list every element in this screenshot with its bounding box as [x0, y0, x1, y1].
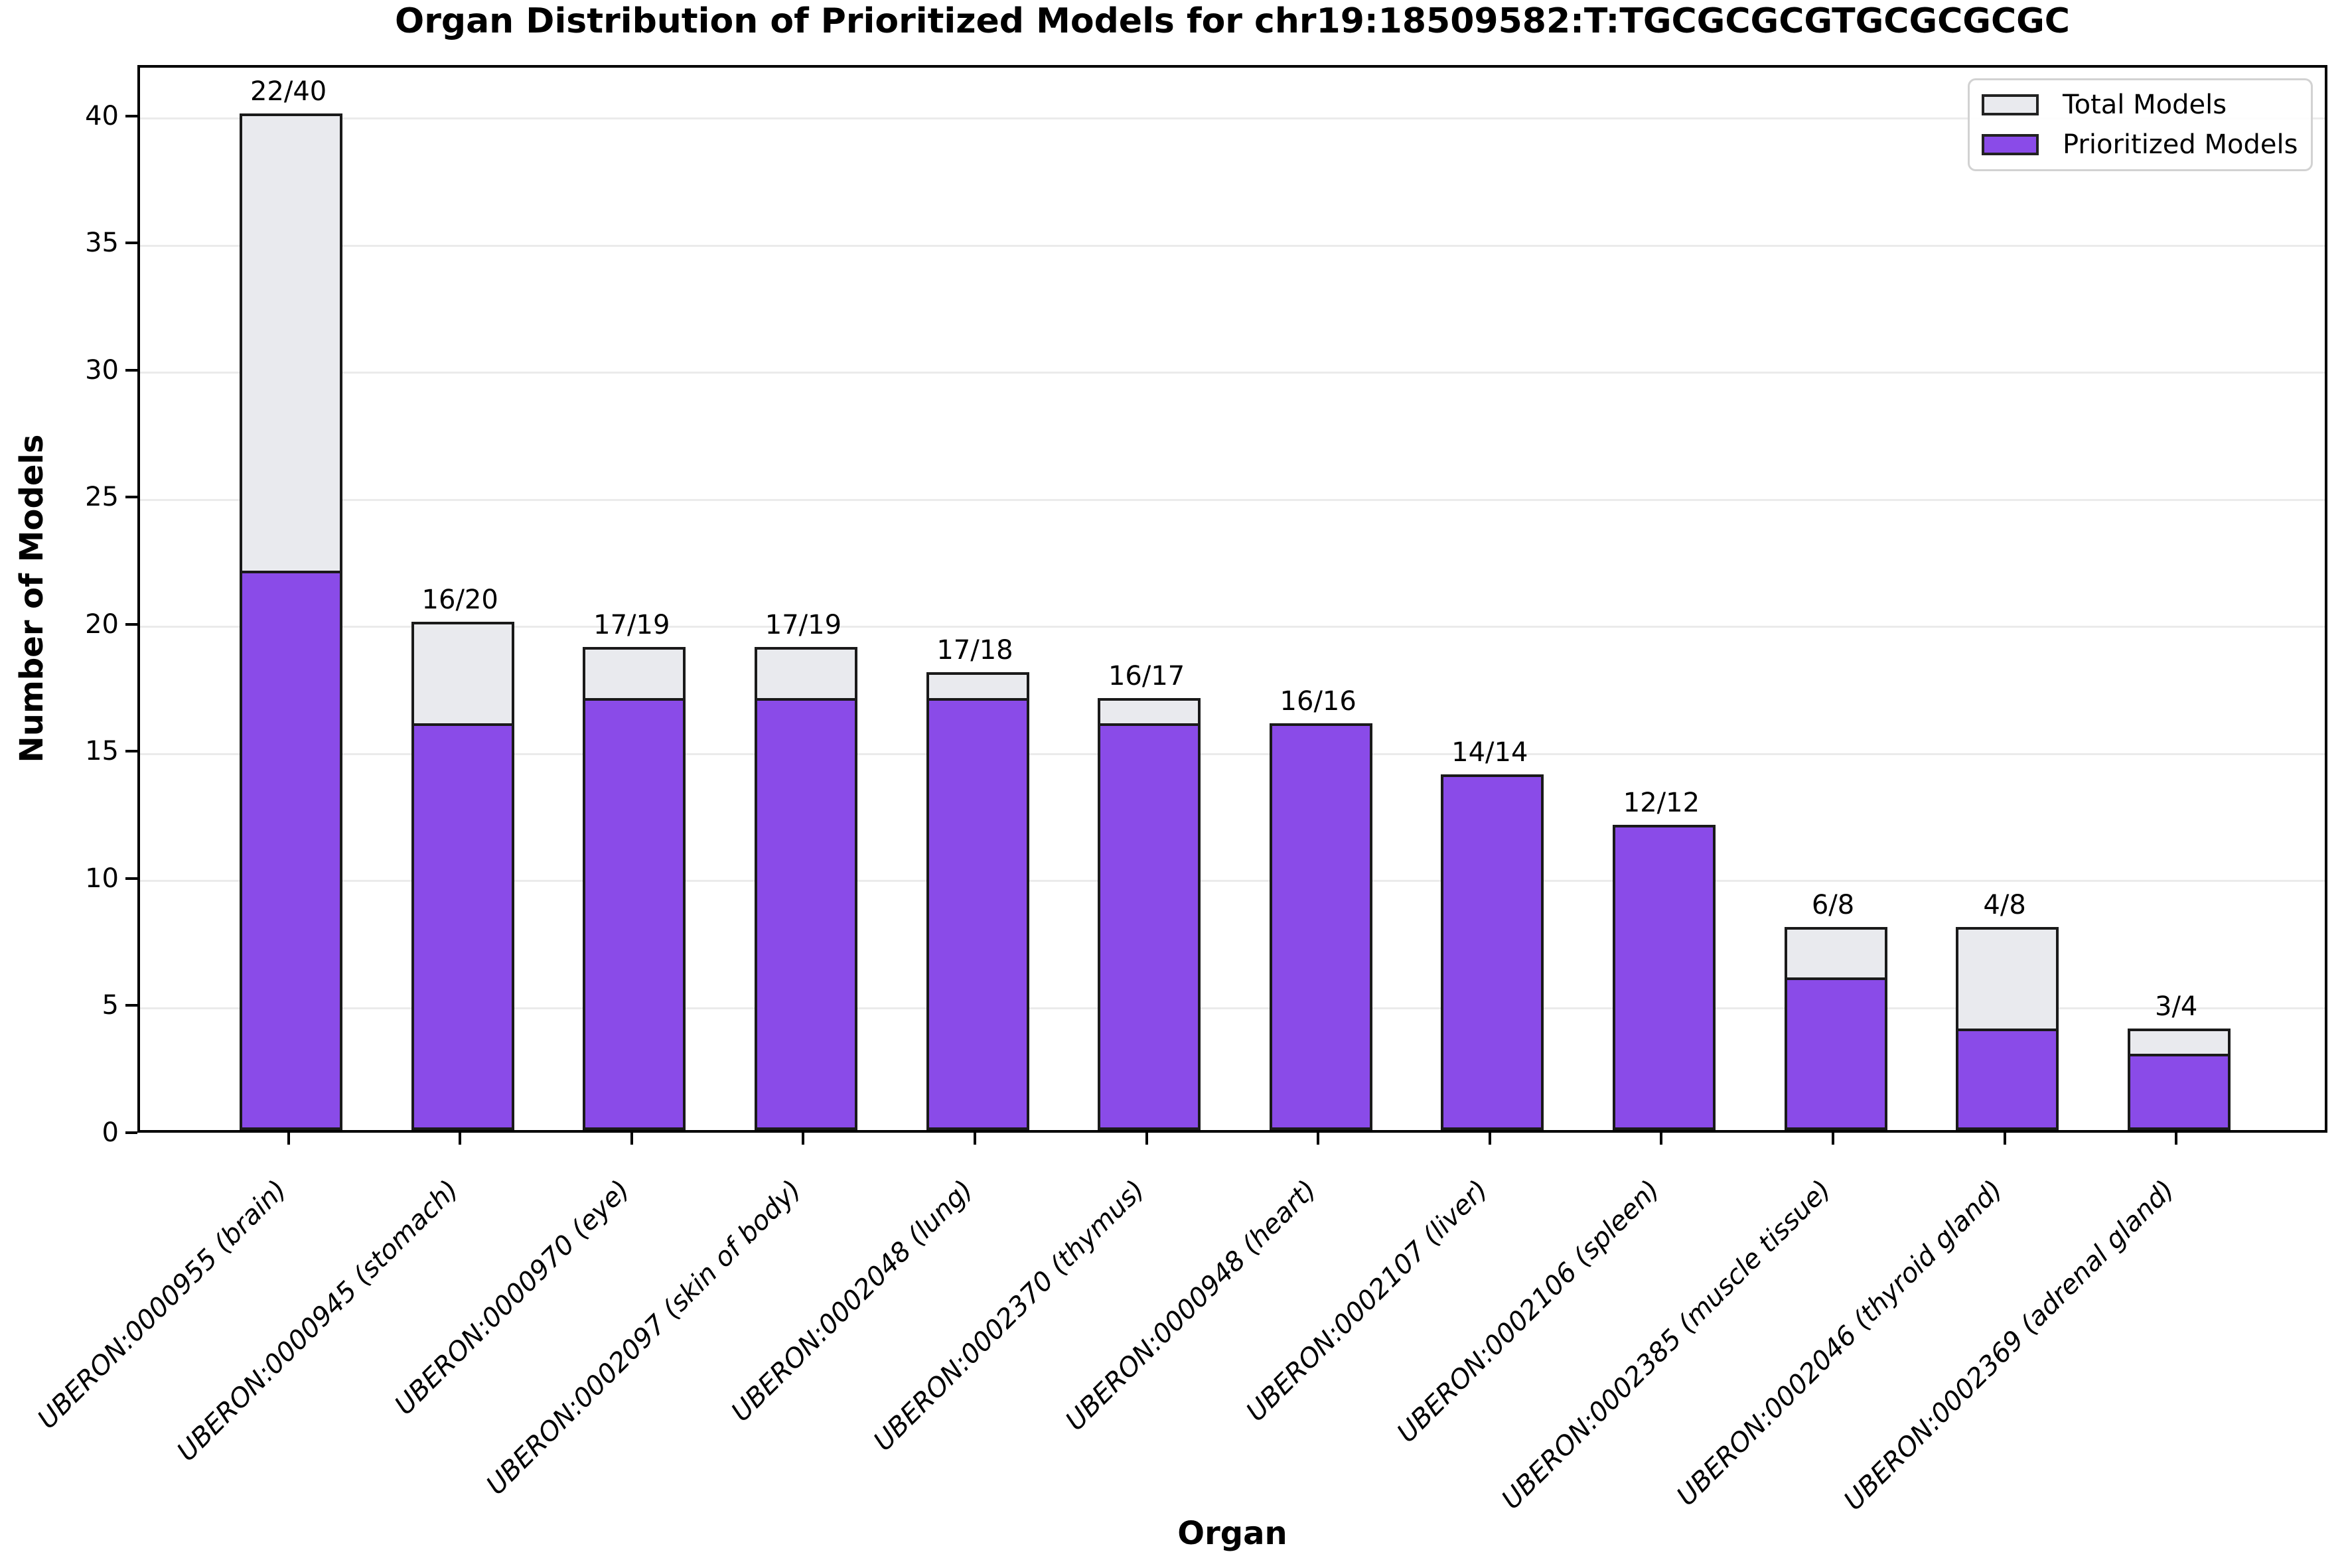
- bar-prioritized: [411, 723, 514, 1130]
- y-tick: [125, 496, 137, 499]
- bar-prioritized: [583, 697, 686, 1130]
- y-tick-label: 40: [85, 100, 119, 131]
- x-tick: [630, 1133, 633, 1145]
- x-tick-label: UBERON:0002385 (muscle tissue): [1496, 1174, 1838, 1516]
- bar-prioritized: [1784, 977, 1887, 1130]
- legend-label-prioritized: Prioritized Models: [2063, 129, 2298, 160]
- bar-prioritized: [1956, 1028, 2059, 1130]
- legend: Total Models Prioritized Models: [1968, 78, 2313, 171]
- x-tick: [2175, 1133, 2178, 1145]
- y-tick-label: 20: [85, 608, 119, 640]
- x-tick: [287, 1133, 290, 1145]
- y-tick: [125, 242, 137, 245]
- gridline: [140, 117, 2325, 120]
- x-tick-label: UBERON:0002107 (liver): [1240, 1174, 1495, 1428]
- x-tick-label: UBERON:0000948 (heart): [1059, 1174, 1323, 1437]
- gridline: [140, 1007, 2325, 1009]
- bar-prioritized: [1269, 723, 1372, 1130]
- total-models-swatch: [1982, 94, 2039, 115]
- x-tick-label: UBERON:0002370 (thymus): [867, 1174, 1151, 1457]
- y-tick: [125, 1004, 137, 1007]
- y-tick: [125, 1131, 137, 1134]
- x-tick-label: UBERON:0002046 (thyroid gland): [1671, 1174, 2009, 1512]
- bar-prioritized: [754, 697, 857, 1130]
- y-tick: [125, 622, 137, 626]
- y-tick-label: 0: [102, 1117, 119, 1148]
- bar-prioritized: [2127, 1054, 2231, 1130]
- x-tick-label: UBERON:0002369 (adrenal gland): [1838, 1174, 2181, 1517]
- gridline: [140, 498, 2325, 501]
- x-tick: [1145, 1133, 1148, 1145]
- x-tick: [1660, 1133, 1663, 1145]
- gridline: [140, 752, 2325, 755]
- x-axis-label: Organ: [1177, 1515, 1287, 1552]
- y-tick-label: 25: [85, 482, 119, 513]
- gridline: [140, 244, 2325, 247]
- x-tick: [1832, 1133, 1834, 1145]
- bar-prioritized: [1098, 723, 1201, 1130]
- legend-row-total: Total Models: [1982, 90, 2311, 120]
- x-tick-label: UBERON:0000945 (stomach): [171, 1174, 465, 1468]
- y-tick-label: 15: [85, 736, 119, 767]
- gridline: [140, 880, 2325, 883]
- y-tick: [125, 877, 137, 880]
- bar-prioritized: [240, 571, 343, 1130]
- x-tick-label: UBERON:0000955 (brain): [32, 1174, 293, 1435]
- y-tick-label: 30: [85, 354, 119, 386]
- bar-prioritized: [1441, 774, 1544, 1130]
- gridline: [140, 626, 2325, 628]
- x-tick: [2003, 1133, 2006, 1145]
- bar-prioritized: [926, 697, 1029, 1130]
- gridline: [140, 372, 2325, 374]
- y-axis-label: Number of Models: [13, 434, 50, 763]
- x-tick: [1488, 1133, 1491, 1145]
- x-tick-label: UBERON:0002048 (lung): [725, 1174, 980, 1428]
- x-tick-label: UBERON:0002106 (spleen): [1391, 1174, 1666, 1449]
- x-tick: [1317, 1133, 1320, 1145]
- plot-area: [137, 65, 2327, 1133]
- y-tick: [125, 368, 137, 372]
- x-tick-label: UBERON:0002097 (skin of body): [480, 1174, 808, 1501]
- x-tick-label: UBERON:0000970 (eye): [389, 1174, 636, 1421]
- prioritized-models-swatch: [1982, 134, 2039, 155]
- legend-label-total: Total Models: [2063, 90, 2227, 120]
- x-tick: [974, 1133, 976, 1145]
- y-tick-label: 5: [102, 990, 119, 1021]
- y-tick-label: 10: [85, 863, 119, 894]
- y-tick: [125, 114, 137, 117]
- bar-prioritized: [1612, 825, 1716, 1130]
- x-tick: [802, 1133, 805, 1145]
- legend-row-prioritized: Prioritized Models: [1982, 129, 2311, 160]
- y-tick-label: 35: [85, 228, 119, 259]
- y-tick: [125, 750, 137, 753]
- chart-title: Organ Distribution of Prioritized Models…: [395, 1, 2070, 41]
- x-tick: [459, 1133, 462, 1145]
